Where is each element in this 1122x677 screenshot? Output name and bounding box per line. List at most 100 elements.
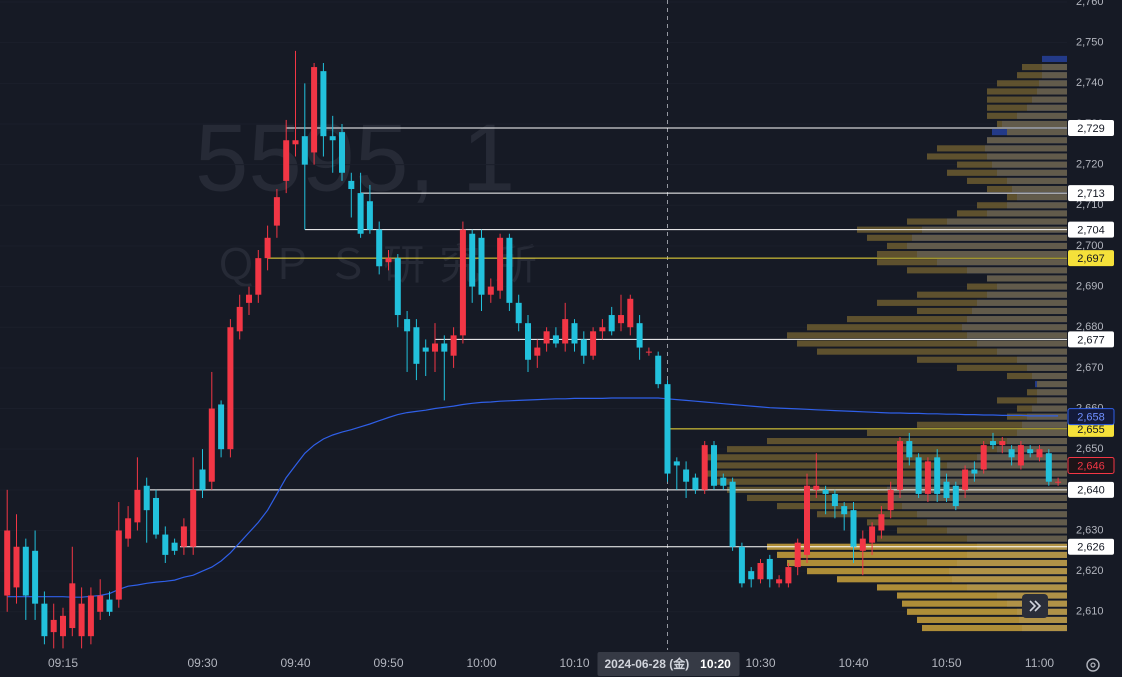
scroll-icon[interactable] xyxy=(1029,600,1042,612)
candle-body xyxy=(143,485,150,511)
profile-row-gold xyxy=(877,299,1067,306)
settings-icon[interactable] xyxy=(1086,658,1100,672)
candle-body xyxy=(1027,449,1034,454)
candle-body xyxy=(906,441,913,458)
candle-body xyxy=(292,140,299,145)
profile-row-gold xyxy=(897,527,1067,534)
candle-body xyxy=(32,550,39,604)
profile-row-gold xyxy=(777,503,1067,510)
candle-body xyxy=(236,306,243,332)
scroll-button[interactable] xyxy=(1022,594,1048,618)
candle-body xyxy=(571,323,578,344)
candle-body xyxy=(757,563,764,580)
y-tick-label: 2,710 xyxy=(1076,199,1104,211)
vwap-line xyxy=(7,397,1059,598)
profile-row-gold xyxy=(917,421,1067,428)
profile-row-gold xyxy=(707,454,1067,461)
level-label-bg xyxy=(1068,481,1114,498)
profile-row-gold xyxy=(1007,194,1067,201)
profile-row-gold xyxy=(1017,405,1067,412)
profile-row-gold xyxy=(987,275,1067,282)
candle-body xyxy=(78,603,85,637)
crosshair-date: 2024-06-28 (金) xyxy=(605,656,690,671)
candle-body xyxy=(87,595,94,637)
candle-body xyxy=(394,258,401,316)
candle-body xyxy=(776,579,783,584)
profile-row-gold xyxy=(967,283,1067,290)
candle-body xyxy=(487,286,494,295)
profile-row-gold xyxy=(987,137,1067,144)
profile-row-gold xyxy=(712,462,1067,469)
x-tick-label: 10:10 xyxy=(559,656,589,670)
candle-body xyxy=(766,558,773,580)
candle-body xyxy=(497,237,504,291)
x-tick-label: 10:40 xyxy=(838,656,868,670)
settings-button[interactable] xyxy=(1086,658,1100,672)
profile-row-blue xyxy=(1042,55,1067,63)
profile-row-gold xyxy=(927,153,1067,160)
candle-body xyxy=(952,485,959,507)
candle-body xyxy=(720,477,727,486)
profile-row-gold xyxy=(817,511,1067,518)
candle-body xyxy=(301,136,308,165)
candle-body xyxy=(13,546,20,588)
candle-body xyxy=(329,136,336,141)
y-tick-label: 2,720 xyxy=(1076,159,1104,171)
candle-body xyxy=(376,229,383,267)
candle-body xyxy=(738,546,745,584)
candle-body xyxy=(543,331,550,344)
candle-body xyxy=(339,132,345,173)
profile-row-gold xyxy=(1022,64,1067,71)
candle-body xyxy=(962,469,969,490)
candle-body xyxy=(943,481,950,498)
profile-row-gold xyxy=(767,437,1067,445)
y-tick-label: 2,740 xyxy=(1076,77,1104,89)
level-label: 2,655 xyxy=(1077,424,1105,436)
price-label-bg xyxy=(1067,456,1115,474)
settings-icon-center[interactable] xyxy=(1090,662,1096,668)
volume-profile xyxy=(707,55,1067,632)
candle-body xyxy=(246,294,252,303)
price-label: 2,646 xyxy=(1077,460,1105,472)
candle-body xyxy=(701,445,708,490)
profile-row-gold xyxy=(902,600,1067,607)
candle-body xyxy=(990,441,996,446)
candle-body xyxy=(794,542,801,568)
candle-body xyxy=(357,193,364,234)
profile-row-gold xyxy=(957,364,1067,371)
profile-row-gold xyxy=(917,356,1067,363)
candle-body xyxy=(664,384,671,474)
candle-body xyxy=(971,469,978,474)
candle-body xyxy=(41,603,48,637)
candle-body xyxy=(422,347,429,352)
profile-row-gold xyxy=(887,242,1067,249)
profile-row-gold xyxy=(787,332,1067,339)
candle-body xyxy=(153,497,159,535)
candle-body xyxy=(227,327,234,450)
candle-body xyxy=(618,315,624,324)
profile-row-gold xyxy=(877,259,1067,266)
profile-row-gold xyxy=(987,96,1067,103)
levels xyxy=(150,127,1067,548)
x-tick-label: 09:50 xyxy=(373,656,403,670)
candles xyxy=(4,50,1062,649)
level-label: 2,704 xyxy=(1077,225,1105,237)
candle-body xyxy=(934,457,941,494)
profile-row-gold xyxy=(987,112,1067,119)
profile-row-gold xyxy=(977,202,1067,209)
candle-body xyxy=(673,461,680,466)
candle-body xyxy=(283,140,290,181)
candle-body xyxy=(813,485,820,490)
y-tick-label: 2,610 xyxy=(1076,606,1104,618)
candle-body xyxy=(162,534,169,555)
candle-body xyxy=(608,315,615,332)
candle-body xyxy=(1045,453,1052,482)
candle-body xyxy=(404,319,411,332)
candle-body xyxy=(580,339,587,356)
profile-row-gold xyxy=(897,592,1067,599)
candle-body xyxy=(1017,445,1024,466)
vwap xyxy=(7,397,1059,598)
candle-body xyxy=(432,343,438,352)
level-label: 2,640 xyxy=(1077,485,1105,497)
candle-body xyxy=(711,445,717,486)
